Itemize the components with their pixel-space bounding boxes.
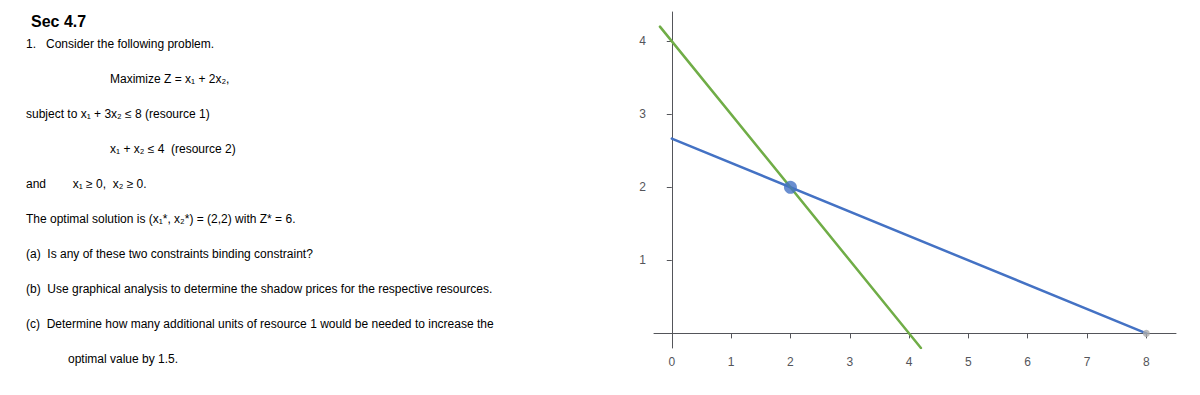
svg-text:5: 5 <box>965 355 972 369</box>
svg-text:(c) Determine how many additi: (c) Determine how many additional units … <box>26 317 494 331</box>
svg-text:x₁ + x₂ ≤ 4 (resource 2): x₁ + x₂ ≤ 4 (resource 2) <box>110 142 236 156</box>
svg-text:Maximize Z = x₁ + 2x₂,: Maximize Z = x₁ + 2x₂, <box>110 72 229 86</box>
svg-text:4: 4 <box>639 34 646 48</box>
svg-text:1: 1 <box>639 253 646 267</box>
svg-text:Sec 4.7: Sec 4.7 <box>31 13 86 30</box>
svg-text:optimal value by 1.5.: optimal value by 1.5. <box>68 352 178 366</box>
svg-text:4: 4 <box>906 355 913 369</box>
svg-text:0: 0 <box>668 355 675 369</box>
svg-text:and x₁ ≥ 0, x₂ ≥ 0.: and x₁ ≥ 0, x₂ ≥ 0. <box>26 177 147 191</box>
svg-text:6: 6 <box>1024 355 1031 369</box>
svg-text:2: 2 <box>639 180 646 194</box>
svg-text:subject to x₁ + 3x₂ ≤ 8 (resou: subject to x₁ + 3x₂ ≤ 8 (resource 1) <box>26 107 210 121</box>
svg-text:7: 7 <box>1084 355 1091 369</box>
svg-text:1. Consider the following pr: 1. Consider the following problem. <box>26 37 214 51</box>
svg-text:(a) Is any of these two const: (a) Is any of these two constraints bind… <box>26 247 313 261</box>
svg-text:2: 2 <box>787 355 794 369</box>
svg-text:1: 1 <box>728 355 735 369</box>
svg-text:(b) Use graphical analysis to: (b) Use graphical analysis to determine … <box>26 282 492 296</box>
svg-text:The optimal solution is (x₁*,: The optimal solution is (x₁*, x₂*) = (2,… <box>26 212 295 226</box>
svg-text:8: 8 <box>1143 355 1150 369</box>
svg-text:3: 3 <box>639 107 646 121</box>
svg-text:3: 3 <box>846 355 853 369</box>
